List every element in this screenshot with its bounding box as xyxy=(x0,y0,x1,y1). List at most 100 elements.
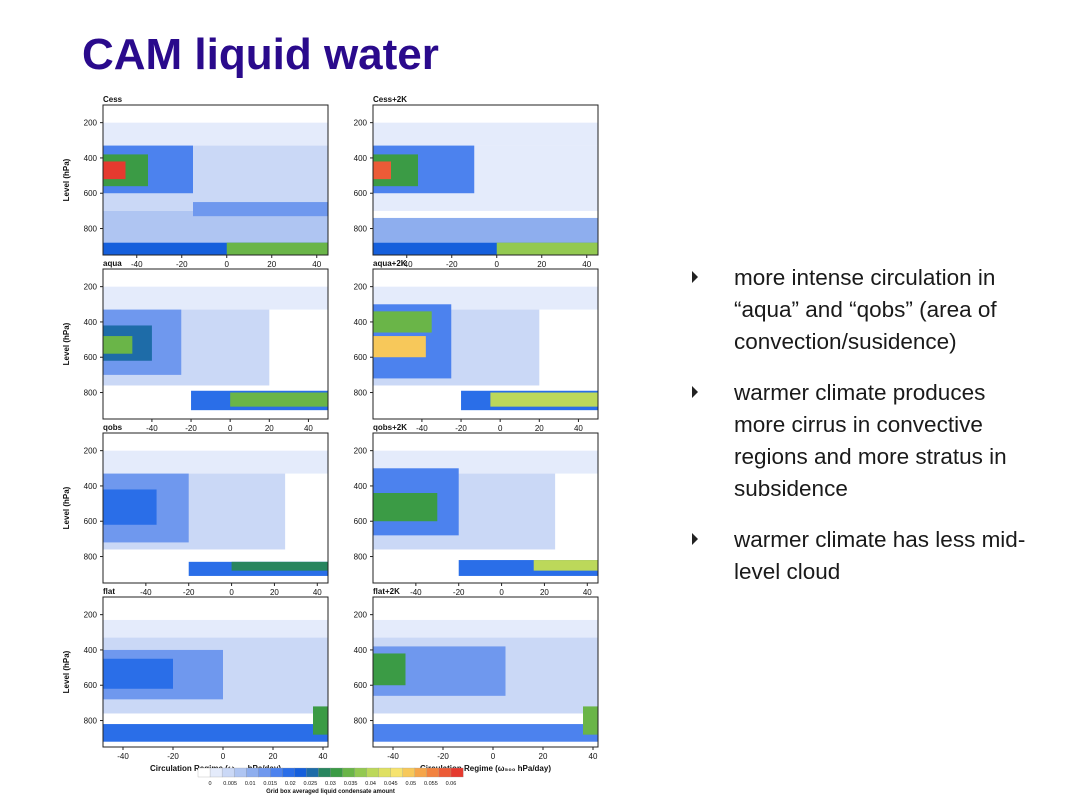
heatmap-cell xyxy=(373,122,598,146)
colorbar-tick-label: 0.01 xyxy=(245,781,256,787)
colorbar-swatch xyxy=(426,767,440,778)
heatmap-cell xyxy=(373,217,598,243)
colorbar-swatch xyxy=(390,767,404,778)
y-tick-label: 200 xyxy=(84,611,98,620)
x-tick-label: 20 xyxy=(269,752,278,761)
colorbar-swatch xyxy=(270,767,283,778)
y-tick-label: 400 xyxy=(354,154,368,163)
x-tick-label: 40 xyxy=(312,260,321,269)
bullet-item: warmer climate has less mid-level cloud xyxy=(690,524,1035,588)
colorbar-swatch xyxy=(330,767,343,778)
panel-frame xyxy=(372,268,599,420)
x-tick-label: -20 xyxy=(446,260,458,269)
panel-frame xyxy=(102,268,329,420)
triangle-bullet-icon xyxy=(692,533,698,545)
colorbar-swatch xyxy=(366,767,380,778)
x-tick-label: -40 xyxy=(131,260,143,269)
triangle-bullet-icon xyxy=(692,271,698,283)
heatmap-cell xyxy=(373,311,432,333)
colorbar-tick-label: 0 xyxy=(209,781,212,787)
heatmap-cell xyxy=(103,122,328,146)
heatmap-cell xyxy=(226,242,328,255)
panel-title: flat xyxy=(103,587,115,596)
colorbar-tick-label: 0.045 xyxy=(384,781,398,787)
panel-title: qobs xyxy=(103,423,123,432)
x-tick-label: 20 xyxy=(267,260,276,269)
heatmap-cell xyxy=(496,242,598,255)
bullet-text: more intense circulation in “aqua” and “… xyxy=(734,265,997,354)
x-tick-label: 0 xyxy=(491,752,496,761)
colorbar-tick-label: 0.005 xyxy=(223,781,237,787)
x-tick-label: -40 xyxy=(117,752,129,761)
y-axis-label: Level (hPa) xyxy=(62,158,71,201)
x-tick-label: -20 xyxy=(185,424,197,433)
panel-title: aqua xyxy=(103,259,122,268)
colorbar-tick-label: 0.035 xyxy=(344,781,358,787)
colorbar-swatch xyxy=(246,767,259,778)
heatmap-cell xyxy=(103,724,328,742)
slide-title: CAM liquid water xyxy=(82,30,439,79)
y-tick-label: 400 xyxy=(84,318,98,327)
colorbar-tick-label: 0.04 xyxy=(365,781,376,787)
x-tick-label: 0 xyxy=(498,424,503,433)
colorbar-label: Grid box averaged liquid condensate amou… xyxy=(266,789,395,795)
heatmap-cell xyxy=(373,450,598,474)
panel-frame xyxy=(372,104,599,256)
y-tick-label: 600 xyxy=(84,517,98,526)
heatmap-cell xyxy=(103,450,328,474)
x-tick-label: 40 xyxy=(574,424,583,433)
bullet-text: warmer climate produces more cirrus in c… xyxy=(734,380,1007,501)
panel-frame xyxy=(372,596,599,748)
heatmap-cell xyxy=(373,493,438,522)
x-tick-label: 0 xyxy=(499,588,504,597)
colorbar-swatch xyxy=(306,767,319,778)
panel-title: flat+2K xyxy=(373,587,400,596)
colorbar-swatch xyxy=(450,767,464,778)
heatmap-cell xyxy=(533,560,598,571)
x-tick-label: 20 xyxy=(270,588,279,597)
heatmap-cell xyxy=(583,706,598,735)
panel-cess: Cess 200 400 600 800 -40 -20 0 20 40 Level (hPa) xyxy=(62,95,329,269)
x-tick-label: 20 xyxy=(535,424,544,433)
x-axis-label: Circulation Regime (ω₅₀₀ hPa/day) xyxy=(420,764,551,773)
x-tick-label: -20 xyxy=(176,260,188,269)
colorbar-swatch xyxy=(438,767,452,778)
heatmap-cell xyxy=(103,286,328,310)
colorbar-swatch xyxy=(414,767,428,778)
colorbar-swatch xyxy=(258,767,271,778)
y-tick-label: 600 xyxy=(84,353,98,362)
y-axis-label: Level (hPa) xyxy=(62,486,71,529)
colorbar-swatch xyxy=(197,767,211,778)
triangle-bullet-icon xyxy=(692,386,698,398)
heatmap-cell xyxy=(373,619,598,638)
x-tick-label: 40 xyxy=(589,752,598,761)
panel-frame xyxy=(372,432,599,584)
x-tick-label: -20 xyxy=(437,752,449,761)
colorbar-tick-label: 0.05 xyxy=(405,781,416,787)
heatmap-cell xyxy=(373,653,406,686)
bullet-text: warmer climate has less mid-level cloud xyxy=(734,527,1026,584)
panel-title: aqua+2K xyxy=(373,259,407,268)
y-tick-label: 400 xyxy=(84,646,98,655)
x-tick-label: 20 xyxy=(537,260,546,269)
y-axis-label: Level (hPa) xyxy=(62,322,71,365)
x-tick-label: 40 xyxy=(583,588,592,597)
colorbar: 0 0.005 0.01 0.015 0.02 0.025 0.03 0.035 0.04 0.0… xyxy=(197,767,464,795)
heatmap-cell xyxy=(193,202,328,217)
x-tick-label: -40 xyxy=(146,424,158,433)
y-tick-label: 200 xyxy=(354,611,368,620)
x-tick-label: 0 xyxy=(229,588,234,597)
heatmap-cell xyxy=(103,489,157,525)
x-tick-label: 40 xyxy=(313,588,322,597)
y-tick-label: 200 xyxy=(84,283,98,292)
panel-cess-plus-2k: Cess+2K 200 400 600 800 -40 -20 0 20 40 xyxy=(354,95,599,269)
y-tick-label: 800 xyxy=(354,389,368,398)
panel-frame xyxy=(102,596,329,748)
y-tick-label: 800 xyxy=(84,717,98,726)
heatmap-cell xyxy=(373,336,426,358)
colorbar-tick-label: 0.015 xyxy=(263,781,277,787)
